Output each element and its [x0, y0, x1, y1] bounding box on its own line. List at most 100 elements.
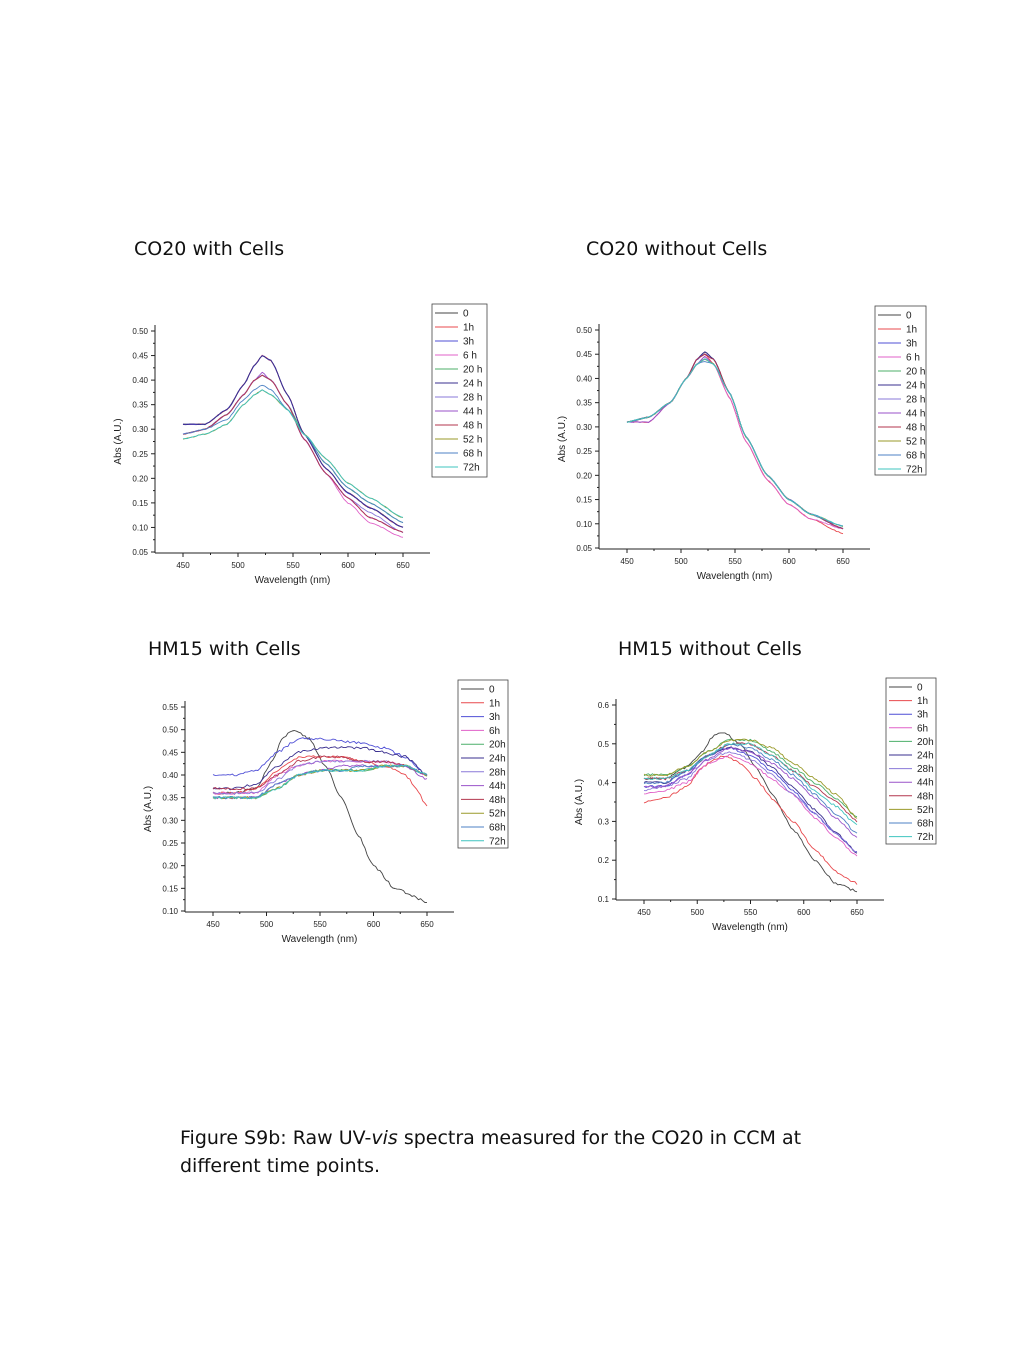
y-tick-label: 0.4	[598, 779, 610, 788]
legend-label: 24 h	[463, 379, 482, 390]
x-tick-label: 500	[691, 908, 705, 917]
y-tick-label: 0.35	[162, 794, 178, 803]
figure-caption: Figure S9b: Raw UV-vis spectra measured …	[180, 1124, 860, 1180]
y-tick-label: 0.15	[576, 496, 592, 505]
legend-label: 20h	[489, 740, 506, 751]
y-tick-label: 0.40	[132, 376, 148, 385]
legend-label: 44h	[917, 778, 934, 789]
y-tick-label: 0.45	[576, 350, 592, 359]
y-tick-label: 0.25	[132, 450, 148, 459]
chart-title-hm15-with-cells: HM15 with Cells	[148, 638, 301, 660]
y-tick-label: 0.05	[576, 544, 592, 553]
series-line	[626, 358, 844, 530]
legend-box	[431, 303, 488, 478]
x-tick-label: 650	[850, 908, 864, 917]
y-tick-label: 0.40	[162, 771, 178, 780]
legend-label: 6h	[489, 726, 500, 737]
y-tick-label: 0.2	[598, 856, 610, 865]
series-line	[643, 747, 858, 838]
x-tick-label: 600	[797, 908, 811, 917]
y-tick-label: 0.15	[132, 499, 148, 508]
series-line	[182, 374, 404, 523]
series-line	[643, 738, 858, 818]
legend-label: 68h	[489, 823, 506, 834]
caption-suffix: spectra measured for the CO20 in CCM at …	[180, 1127, 802, 1177]
y-tick-label: 0.20	[132, 474, 148, 483]
legend-box	[457, 679, 509, 849]
legend-label: 0	[489, 685, 495, 696]
x-tick-label: 450	[637, 908, 651, 917]
legend-label: 0	[917, 683, 923, 694]
x-tick-label: 500	[260, 920, 274, 929]
series-line	[212, 764, 428, 800]
legend-label: 28h	[489, 767, 506, 778]
x-tick-label: 650	[836, 557, 850, 566]
legend-label: 1h	[463, 323, 474, 334]
series-line	[626, 355, 844, 530]
legend-label: 72h	[917, 832, 934, 843]
series-line	[626, 356, 844, 530]
y-tick-label: 0.10	[162, 907, 178, 916]
legend-label: 48 h	[906, 423, 925, 434]
x-tick-label: 450	[206, 920, 220, 929]
legend-label: 48h	[917, 791, 934, 802]
legend-label: 44 h	[463, 407, 482, 418]
legend-label: 28 h	[906, 395, 925, 406]
series-line	[643, 732, 858, 893]
legend-label: 3h	[463, 337, 474, 348]
legend-label: 20 h	[906, 367, 925, 378]
series-line	[626, 354, 844, 535]
series-line	[183, 355, 404, 528]
x-axis-label: Wavelength (nm)	[712, 922, 788, 933]
legend-label: 6h	[917, 723, 928, 734]
series-line	[643, 742, 858, 823]
legend-label: 6 h	[906, 353, 920, 364]
caption-italic: vis	[371, 1127, 398, 1149]
x-tick-label: 500	[674, 557, 688, 566]
legend-label: 72h	[906, 465, 923, 476]
legend-label: 52h	[489, 809, 506, 820]
legend-label: 1h	[489, 698, 500, 709]
legend: 0 1h 3h 6 h 20 h 24 h 28 h 44 h 48 h 52 h 68 h 72h	[874, 305, 927, 476]
chart-title-co20-without-cells: CO20 without Cells	[586, 238, 768, 260]
legend: 0 1h 3h 6h 20h 24h 28h 44h 48h 52h 68h 72h	[457, 679, 509, 849]
chart-panel-2: 0.10 0.15 0.20 0.25 0.30 0.35 0.40 0.45 0.50 0.55…	[143, 679, 509, 945]
y-tick-label: 0.05	[132, 548, 148, 557]
series-line	[643, 753, 858, 857]
legend-label: 24h	[489, 754, 506, 765]
legend-box	[874, 305, 927, 476]
y-tick-label: 0.30	[132, 425, 148, 434]
caption-prefix: Figure S9b: Raw UV-	[180, 1127, 372, 1149]
x-tick-label: 600	[341, 561, 355, 570]
y-tick-label: 0.6	[598, 701, 610, 710]
chart-panel-0: 0.05 0.10 0.15 0.20 0.25 0.30 0.35 0.40 0.45 0.50…	[113, 303, 488, 586]
y-axis-label: Abs (A.U.)	[574, 779, 585, 825]
legend-label: 24h	[917, 751, 934, 762]
series-line	[212, 746, 428, 791]
y-tick-label: 0.35	[132, 401, 148, 410]
legend: 0 1h 3h 6 h 20 h 24 h 28 h 44 h 48 h 52 h 68 h 72h	[431, 303, 488, 478]
legend-label: 52h	[917, 805, 934, 816]
y-tick-label: 0.55	[162, 703, 178, 712]
series-line	[626, 358, 844, 528]
series-line	[643, 751, 858, 853]
legend-label: 72h	[463, 463, 480, 474]
x-tick-label: 550	[744, 908, 758, 917]
y-tick-label: 0.25	[162, 839, 178, 848]
series-line	[182, 355, 404, 528]
x-axis-label: Wavelength (nm)	[697, 571, 773, 582]
series-line	[643, 746, 858, 853]
y-tick-label: 0.25	[576, 447, 592, 456]
legend-label: 48h	[489, 795, 506, 806]
legend: 0 1h 3h 6h 20h 24h 28h 44h 48h 52h 68h 72h	[885, 677, 937, 845]
series-line	[643, 742, 858, 826]
chart-title-hm15-without-cells: HM15 without Cells	[618, 638, 802, 660]
y-tick-label: 0.40	[576, 374, 592, 383]
y-tick-label: 0.3	[598, 817, 610, 826]
series-line	[643, 746, 858, 854]
y-axis-label: Abs (A.U.)	[143, 786, 154, 832]
legend-label: 0	[463, 309, 469, 320]
y-tick-label: 0.20	[162, 862, 178, 871]
x-axis-label: Wavelength (nm)	[282, 934, 358, 945]
series-line	[626, 353, 844, 530]
